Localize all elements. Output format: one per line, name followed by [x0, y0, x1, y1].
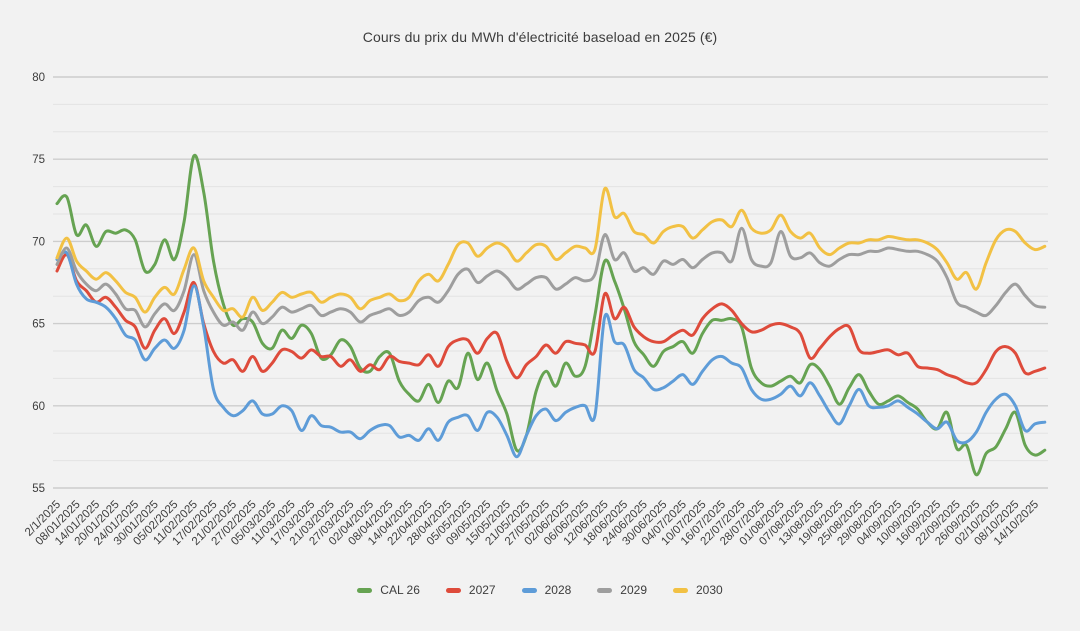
series-line-2029 — [55, 226, 1047, 332]
legend-swatch-icon — [673, 587, 688, 593]
chart-title: Cours du prix du MWh d'électricité basel… — [362, 29, 718, 45]
legend-label: CAL 26 — [380, 583, 420, 597]
y-axis-label: 75 — [32, 154, 45, 166]
y-axis-label: 65 — [32, 319, 45, 331]
series-line-2030 — [55, 186, 1047, 319]
legend-swatch-icon — [597, 587, 613, 593]
series-line-2027 — [55, 253, 1047, 386]
legend-item-2028: 2028 — [521, 583, 572, 597]
legend: CAL 26 2027 2028 2029 2030 — [0, 583, 1080, 597]
y-axis-label: 60 — [32, 401, 45, 413]
legend-item-cal-26: CAL 26 — [357, 583, 420, 597]
legend-swatch-icon — [445, 587, 461, 593]
series-line-2028 — [55, 250, 1047, 459]
legend-item-2030: 2030 — [673, 583, 723, 597]
legend-label: 2029 — [620, 583, 647, 597]
legend-item-2029: 2029 — [597, 583, 647, 597]
series-line-cal-26 — [55, 153, 1047, 477]
legend-swatch-icon — [521, 587, 537, 593]
legend-label: 2027 — [468, 583, 496, 597]
legend-label: 2028 — [544, 583, 572, 597]
legend-label: 2030 — [696, 583, 723, 597]
legend-swatch-icon — [357, 587, 373, 593]
y-axis-label: 70 — [32, 236, 45, 248]
legend-item-2027: 2027 — [445, 583, 496, 597]
y-axis-label: 55 — [32, 483, 45, 495]
y-axis-label: 80 — [32, 72, 45, 84]
